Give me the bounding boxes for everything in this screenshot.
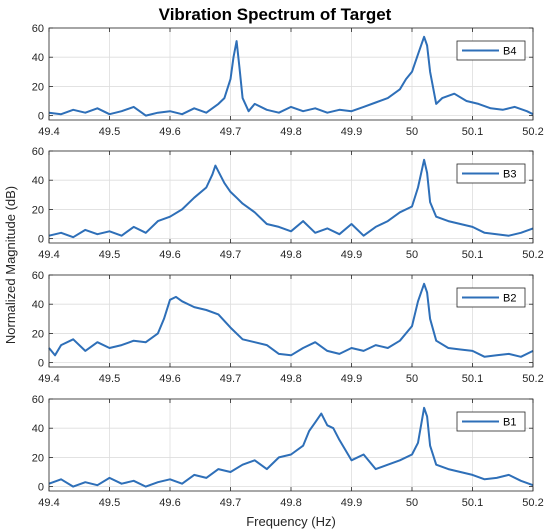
series-line-b1 xyxy=(48,406,534,488)
series-line-b3 xyxy=(48,158,534,239)
y-tick-label: 20 xyxy=(32,328,44,340)
x-tick-label: 49.7 xyxy=(220,373,241,385)
x-tick-label: 49.4 xyxy=(38,373,59,385)
y-tick-label: 60 xyxy=(32,394,44,406)
x-tick-label: 50.1 xyxy=(462,126,483,138)
x-tick-label: 49.4 xyxy=(38,497,59,509)
x-tick-label: 49.5 xyxy=(99,497,120,509)
x-tick-label: 49.9 xyxy=(341,373,362,385)
y-tick-label: 40 xyxy=(32,299,44,311)
x-tick-label: 50.2 xyxy=(522,373,543,385)
y-tick-label: 40 xyxy=(32,423,44,435)
x-tick-label: 49.6 xyxy=(159,126,180,138)
y-tick-label: 60 xyxy=(32,146,44,158)
panel-b1: 49.4 49.5 49.6 49.7 49.8 49.9 50 50.1 50.2 0 20 40 6… xyxy=(32,394,544,509)
y-tick-label: 0 xyxy=(38,111,44,123)
panel-b2: 49.4 49.5 49.6 49.7 49.8 49.9 50 50.1 50.2 0 20 40 6… xyxy=(32,270,544,385)
y-tick-label: 0 xyxy=(38,482,44,494)
x-tick-label: 49.4 xyxy=(38,249,59,261)
x-tick-label: 49.5 xyxy=(99,373,120,385)
legend-label: B2 xyxy=(503,293,516,305)
x-tick-label: 49.8 xyxy=(280,373,301,385)
legend-label: B3 xyxy=(503,169,516,181)
y-tick-label: 20 xyxy=(32,204,44,216)
x-tick-label: 49.4 xyxy=(38,126,59,138)
x-tick-label: 50 xyxy=(406,497,418,509)
x-axis-label: Frequency (Hz) xyxy=(246,514,336,529)
x-tick-label: 50.2 xyxy=(522,126,543,138)
x-tick-label: 50 xyxy=(406,126,418,138)
x-tick-label: 49.5 xyxy=(99,249,120,261)
legend-b3: B3 xyxy=(456,163,526,184)
y-tick-label: 0 xyxy=(38,234,44,246)
x-tick-label: 50.1 xyxy=(462,249,483,261)
x-tick-label: 49.6 xyxy=(159,249,180,261)
y-axis-label: Normalized Magnitude (dB) xyxy=(3,186,18,344)
x-tick-label: 49.8 xyxy=(280,249,301,261)
series-line-b2 xyxy=(48,282,534,358)
x-tick-label: 49.9 xyxy=(341,126,362,138)
x-tick-label: 49.9 xyxy=(341,249,362,261)
chart-title: Vibration Spectrum of Target xyxy=(159,5,392,24)
x-tick-label: 49.7 xyxy=(220,497,241,509)
x-tick-label: 50.1 xyxy=(462,497,483,509)
x-tick-label: 50.2 xyxy=(522,497,543,509)
y-tick-label: 20 xyxy=(32,452,44,464)
x-tick-label: 49.8 xyxy=(280,126,301,138)
y-tick-label: 40 xyxy=(32,175,44,187)
y-tick-label: 60 xyxy=(32,270,44,282)
x-tick-label: 50 xyxy=(406,249,418,261)
legend-label: B1 xyxy=(503,417,516,429)
legend-label: B4 xyxy=(503,46,516,58)
x-tick-label: 49.7 xyxy=(220,249,241,261)
x-tick-label: 49.6 xyxy=(159,497,180,509)
x-tick-label: 49.5 xyxy=(99,126,120,138)
legend-b1: B1 xyxy=(456,411,526,432)
x-tick-label: 49.7 xyxy=(220,126,241,138)
x-tick-label: 49.9 xyxy=(341,497,362,509)
legend-b2: B2 xyxy=(456,287,526,308)
x-tick-label: 49.8 xyxy=(280,497,301,509)
x-tick-label: 49.6 xyxy=(159,373,180,385)
y-tick-label: 40 xyxy=(32,52,44,64)
panels: 49.4 49.5 49.6 49.7 49.8 49.9 50 50.1 50.2 0 20 40 6… xyxy=(32,23,544,509)
x-tick-label: 50 xyxy=(406,373,418,385)
y-tick-label: 20 xyxy=(32,81,44,93)
y-tick-label: 60 xyxy=(32,23,44,35)
panel-b4: 49.4 49.5 49.6 49.7 49.8 49.9 50 50.1 50.2 0 20 40 6… xyxy=(32,23,544,138)
x-tick-label: 50.2 xyxy=(522,249,543,261)
legend-b4: B4 xyxy=(456,40,526,61)
y-tick-label: 0 xyxy=(38,358,44,370)
series-line-b4 xyxy=(48,35,534,117)
x-tick-label: 50.1 xyxy=(462,373,483,385)
panel-b3: 49.4 49.5 49.6 49.7 49.8 49.9 50 50.1 50.2 0 20 40 6… xyxy=(32,146,544,261)
